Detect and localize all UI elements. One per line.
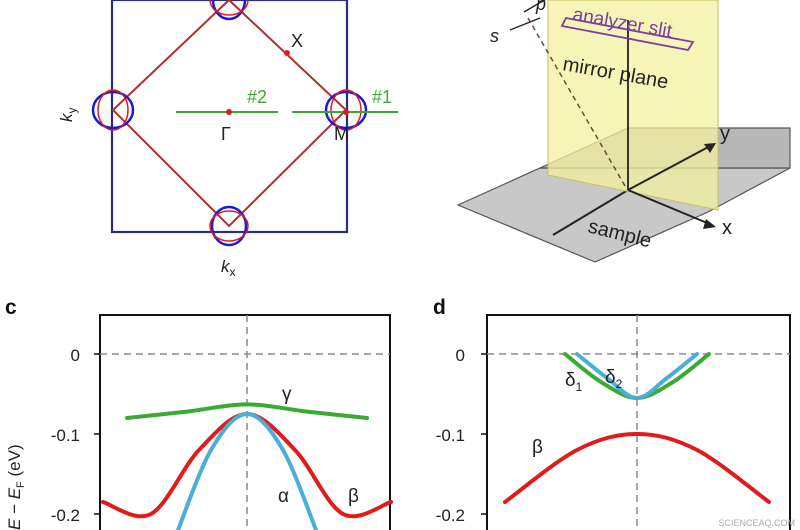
svg-text:ky: ky xyxy=(57,108,79,123)
panel-c-letter: c xyxy=(5,296,17,319)
panel-c-ytick-1: -0.1 xyxy=(51,426,80,445)
x-axis-label: x xyxy=(722,217,732,239)
analyzer-slit xyxy=(560,16,695,51)
y-axis-arrowhead xyxy=(704,143,716,153)
delta1-band-label: δ1 xyxy=(565,370,583,394)
panel-b: s p analyzer slit mirror plane sample y … xyxy=(456,0,791,263)
gamma-band-label: γ xyxy=(282,384,292,405)
pocket-left xyxy=(91,89,135,131)
panel-c-ylabel: E − EF (eV) xyxy=(5,444,27,530)
x-point xyxy=(284,50,290,56)
panel-c: c 0 -0.1 -0.2 E − EF (eV) γ α β xyxy=(5,296,393,530)
pocket-top xyxy=(209,0,249,21)
p-label: p xyxy=(535,0,546,14)
panel-d-curves xyxy=(503,352,771,504)
svg-text:kx: kx xyxy=(221,257,236,279)
beta-band-label-d: β xyxy=(532,437,543,458)
panel-c-ytick-0: 0 xyxy=(71,346,80,365)
x-axis-arrowhead xyxy=(703,219,716,229)
gamma-point xyxy=(226,109,232,115)
panel-c-ytick-2: -0.2 xyxy=(51,506,80,525)
s-label: s xyxy=(490,26,499,46)
brillouin-zone-square xyxy=(110,0,349,234)
ky-axis-label: ky xyxy=(57,108,79,123)
panel-c-yticks: 0 -0.1 -0.2 xyxy=(51,346,100,525)
x-axis-arrow xyxy=(627,189,713,226)
s-polarization-arrow xyxy=(509,17,541,31)
sample-divider xyxy=(552,189,629,236)
panel-d: d 0 -0.1 -0.2 δ1 δ2 β xyxy=(433,296,791,530)
mirror-plane xyxy=(547,0,719,211)
m-label: M xyxy=(334,124,349,144)
y-axis-label: y xyxy=(720,123,730,145)
y-axis-arrow xyxy=(627,144,713,191)
band-d-δ2 xyxy=(575,352,699,401)
panel-c-curves xyxy=(101,402,393,530)
p-polarization-arrow xyxy=(523,0,546,13)
panel-d-frame xyxy=(486,314,791,530)
band-c-α xyxy=(175,411,319,530)
x-point-label: X xyxy=(291,31,303,51)
panel-d-ytick-2: -0.2 xyxy=(436,506,465,525)
panel-d-letter: d xyxy=(433,296,446,319)
m-point xyxy=(343,109,349,115)
pocket-bottom xyxy=(209,205,249,247)
panel-a: X Γ M #2 #1 ky kx xyxy=(57,0,398,279)
band-d-β xyxy=(503,431,771,504)
panel-c-frame xyxy=(99,314,391,530)
kx-axis-label: kx xyxy=(221,257,236,279)
delta2-band-label: δ2 xyxy=(605,367,623,391)
panel-d-ytick-1: -0.1 xyxy=(436,426,465,445)
alpha-band-label: α xyxy=(278,486,289,507)
panel-d-ytick-0: 0 xyxy=(456,346,465,365)
cut1-label: #1 xyxy=(372,87,392,107)
beta-band-label: β xyxy=(348,486,359,507)
cut2-label: #2 xyxy=(247,87,267,107)
fermi-diamond xyxy=(111,0,348,228)
svg-text:E − EF (eV): E − EF (eV) xyxy=(5,444,27,530)
gamma-label: Γ xyxy=(221,124,231,144)
watermark: SCIENCEAQ.COM xyxy=(718,518,795,528)
panel-d-yticks: 0 -0.1 -0.2 xyxy=(436,346,487,525)
band-c-γ xyxy=(125,402,369,420)
pocket-right xyxy=(324,89,368,131)
